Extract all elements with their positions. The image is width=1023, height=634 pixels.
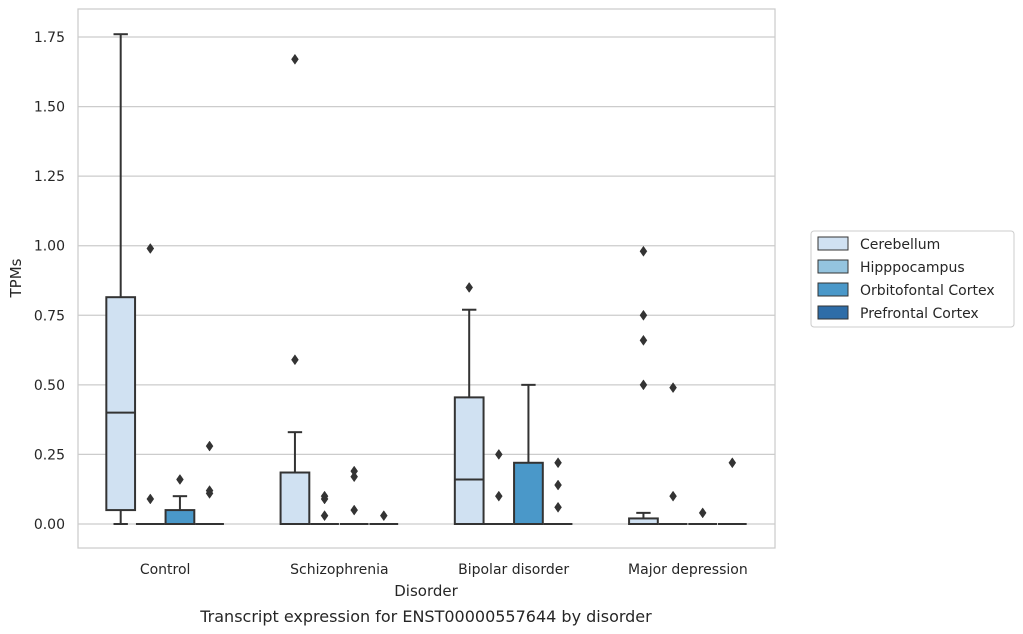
box-group (164, 474, 196, 526)
outlier-marker (554, 479, 562, 491)
box-body (105, 296, 137, 512)
y-tick-label: 0.25 (34, 447, 65, 463)
outlier-marker (639, 379, 648, 391)
outlier-marker (728, 457, 737, 469)
y-tick-label: 1.00 (34, 239, 65, 255)
box-body (513, 461, 544, 525)
outlier-marker (465, 282, 473, 293)
box-group (513, 383, 544, 525)
y-tick-label: 0.00 (34, 517, 65, 533)
outlier-marker (146, 493, 155, 505)
legend-swatch (817, 259, 849, 274)
gridlines (78, 36, 775, 525)
outlier-marker (698, 507, 707, 519)
outlier-marker (205, 485, 214, 497)
outlier-marker (639, 309, 648, 321)
legend-swatch (817, 282, 849, 297)
box-group (688, 507, 718, 525)
legend-item: Hipppocampus (817, 259, 965, 276)
outlier-marker (669, 490, 677, 502)
outlier-marker (350, 471, 358, 483)
outlier-marker (146, 243, 155, 254)
outlier-marker (639, 334, 648, 346)
x-tick-label: Schizophrenia (290, 562, 388, 578)
box-group (628, 245, 659, 525)
legend-label: Prefrontal Cortex (860, 306, 979, 322)
box-group (543, 457, 573, 525)
box-body (453, 396, 485, 526)
box-body (279, 471, 311, 526)
outlier-marker (291, 53, 299, 65)
legend-swatch (817, 236, 849, 251)
box-group (195, 440, 224, 525)
plot-area-frame (77, 8, 776, 549)
box-group (658, 382, 688, 525)
outlier-marker (291, 354, 299, 366)
legend: Cerebellum Hipppocampus Orbitofontal Corte… (810, 230, 1015, 328)
x-tick-label: Control (140, 562, 191, 578)
y-tick-label: 0.50 (34, 378, 65, 394)
box-body (164, 509, 196, 526)
outlier-marker (176, 474, 184, 485)
outlier-marker (320, 490, 329, 502)
legend-item: Orbitofontal Cortex (817, 282, 995, 299)
box-group (717, 457, 747, 525)
outlier-marker (350, 504, 358, 516)
outlier-marker (669, 382, 677, 394)
legend-label: Hipppocampus (860, 260, 965, 276)
legend-swatch (817, 305, 849, 320)
outlier-marker (554, 457, 562, 469)
box-group (310, 490, 339, 525)
outlier-marker (380, 510, 388, 522)
box-group (453, 282, 485, 526)
box-group (135, 243, 165, 525)
outlier-marker (639, 245, 648, 257)
legend-frame (810, 230, 1015, 328)
outlier-marker (350, 465, 358, 477)
box-elements (105, 33, 747, 526)
y-tick-labels: 0.00 0.25 0.50 0.75 1.00 1.25 1.50 1.75 (34, 30, 65, 533)
y-tick-label: 0.75 (34, 308, 65, 324)
x-tick-labels: Control Schizophrenia Bipolar disorder Majo… (140, 562, 748, 578)
legend-item: Cerebellum (817, 236, 940, 253)
chart-caption: Transcript expression for ENST0000055764… (199, 607, 652, 626)
y-axis-label: TPMs (7, 258, 25, 298)
legend-label: Cerebellum (860, 237, 940, 253)
y-tick-label: 1.50 (34, 100, 65, 116)
outlier-marker (495, 448, 503, 460)
legend-label: Orbitofontal Cortex (860, 283, 995, 299)
box-group (484, 448, 514, 525)
outlier-marker (320, 510, 329, 522)
box-group (339, 465, 369, 525)
outlier-marker (495, 490, 503, 502)
y-tick-label: 1.25 (34, 169, 65, 185)
x-axis-label: Disorder (394, 582, 458, 600)
outlier-marker (554, 501, 562, 513)
x-tick-label: Major depression (628, 562, 748, 578)
outlier-marker (205, 440, 214, 452)
box-group (105, 33, 137, 525)
box-group (369, 510, 399, 525)
box-group (279, 53, 311, 526)
legend-item: Prefrontal Cortex (817, 305, 979, 322)
x-tick-label: Bipolar disorder (458, 562, 569, 578)
y-tick-label: 1.75 (34, 30, 65, 46)
